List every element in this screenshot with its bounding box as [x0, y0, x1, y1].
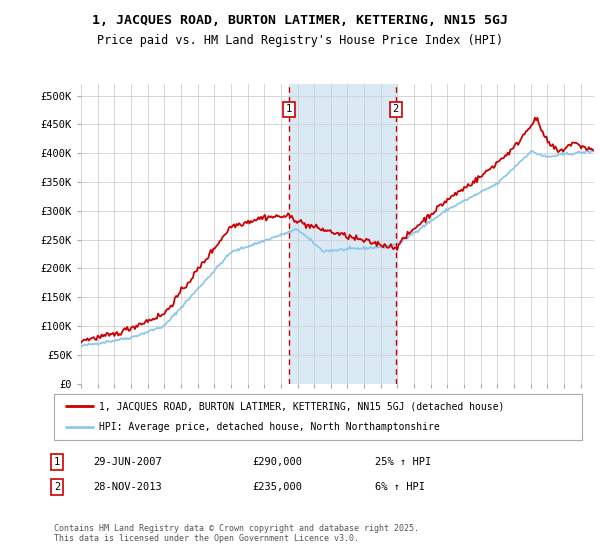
Text: 1: 1 [54, 457, 60, 467]
Text: 6% ↑ HPI: 6% ↑ HPI [375, 482, 425, 492]
FancyBboxPatch shape [54, 394, 582, 440]
Text: 1: 1 [286, 104, 292, 114]
Text: £235,000: £235,000 [252, 482, 302, 492]
Text: 25% ↑ HPI: 25% ↑ HPI [375, 457, 431, 467]
Text: £290,000: £290,000 [252, 457, 302, 467]
Text: 1, JACQUES ROAD, BURTON LATIMER, KETTERING, NN15 5GJ: 1, JACQUES ROAD, BURTON LATIMER, KETTERI… [92, 14, 508, 27]
Text: 1, JACQUES ROAD, BURTON LATIMER, KETTERING, NN15 5GJ (detached house): 1, JACQUES ROAD, BURTON LATIMER, KETTERI… [99, 401, 504, 411]
Text: 2: 2 [392, 104, 399, 114]
Text: 29-JUN-2007: 29-JUN-2007 [93, 457, 162, 467]
Text: 28-NOV-2013: 28-NOV-2013 [93, 482, 162, 492]
Text: Price paid vs. HM Land Registry's House Price Index (HPI): Price paid vs. HM Land Registry's House … [97, 34, 503, 46]
Text: 2: 2 [54, 482, 60, 492]
Text: Contains HM Land Registry data © Crown copyright and database right 2025.
This d: Contains HM Land Registry data © Crown c… [54, 524, 419, 543]
Text: HPI: Average price, detached house, North Northamptonshire: HPI: Average price, detached house, Nort… [99, 422, 440, 432]
Bar [289, 84, 396, 384]
